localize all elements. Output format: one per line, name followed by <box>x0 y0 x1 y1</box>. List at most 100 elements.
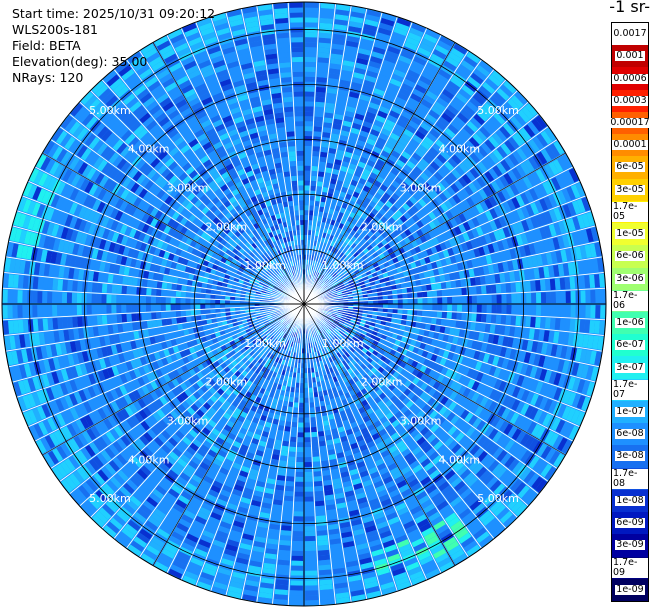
range-gate <box>394 250 401 257</box>
range-gate <box>333 242 339 249</box>
range-gate <box>292 535 304 542</box>
range-gate <box>304 234 308 240</box>
range-gate <box>567 218 576 232</box>
range-gate <box>334 19 348 26</box>
range-gate <box>506 237 514 249</box>
range-gate <box>401 265 408 272</box>
range-gate <box>373 304 379 308</box>
range-gate <box>498 228 506 240</box>
range-gate <box>465 170 476 182</box>
range-gate <box>436 153 447 164</box>
range-gate <box>538 267 545 279</box>
range-gate <box>345 172 354 180</box>
range-gate <box>318 554 330 561</box>
range-gate <box>348 184 356 191</box>
range-gate <box>467 219 476 229</box>
range-gate <box>336 244 342 250</box>
range-gate <box>474 191 484 202</box>
range-gate <box>538 329 545 341</box>
range-gate <box>418 198 427 208</box>
range-gate <box>288 396 294 403</box>
range-gate <box>334 276 340 281</box>
range-gate <box>312 446 319 453</box>
range-gate <box>315 91 326 98</box>
range-gate <box>417 126 429 136</box>
range-gate <box>410 205 419 214</box>
range-gate <box>384 92 396 101</box>
range-gate <box>491 304 497 314</box>
range-gate <box>291 426 298 433</box>
range-gate <box>366 289 373 294</box>
range-gate <box>539 198 549 211</box>
range-gate <box>523 269 530 280</box>
range-gate <box>305 37 317 43</box>
range-gate <box>409 196 418 205</box>
range-gate <box>333 189 341 196</box>
range-gate <box>447 264 454 273</box>
range-gate <box>322 270 328 276</box>
range-gate <box>328 188 335 195</box>
range-gate <box>454 180 464 191</box>
range-gate <box>342 120 352 128</box>
range-gate <box>309 407 315 413</box>
range-gate <box>461 296 468 304</box>
range-gate <box>560 291 566 303</box>
range-gate <box>499 273 506 283</box>
range-gate <box>326 92 337 99</box>
range-gate <box>545 252 553 265</box>
range-gate <box>357 257 364 264</box>
range-gate <box>280 530 292 536</box>
range-gate <box>328 245 333 252</box>
range-gate <box>496 294 502 304</box>
range-gate <box>304 140 312 147</box>
range-gate <box>328 208 335 215</box>
range-gate <box>305 17 318 23</box>
range-gate <box>317 426 324 432</box>
range-gate <box>530 216 539 229</box>
range-gate <box>368 212 376 220</box>
range-gate <box>399 215 408 223</box>
range-gate <box>475 203 485 214</box>
range-gate <box>387 295 393 300</box>
range-gate <box>368 133 378 142</box>
range-gate <box>437 333 445 341</box>
range-gate <box>442 89 455 100</box>
range-gate <box>320 146 329 153</box>
range-gate <box>435 120 447 131</box>
range-gate <box>360 260 367 267</box>
range-gate <box>368 264 375 271</box>
range-gate <box>401 83 414 93</box>
range-gate <box>346 188 354 196</box>
range-gate <box>357 294 363 299</box>
range-gate <box>450 100 462 112</box>
range-gate <box>543 330 550 342</box>
range-gate <box>325 279 330 285</box>
range-gate <box>442 249 450 258</box>
range-gate <box>378 171 387 180</box>
range-gate <box>318 267 322 274</box>
range-gate <box>338 196 345 203</box>
range-gate <box>406 287 413 293</box>
range-gate <box>314 401 320 408</box>
range-gate <box>311 160 319 167</box>
range-gate <box>499 175 509 188</box>
range-gate <box>529 230 538 242</box>
range-gate <box>584 319 591 333</box>
range-gate <box>340 288 347 292</box>
range-gate <box>429 128 441 139</box>
range-gate <box>437 40 452 51</box>
range-gate <box>343 281 350 286</box>
range-gate <box>447 80 460 92</box>
range-gate <box>500 159 511 172</box>
range-gate <box>442 304 448 311</box>
range-gate <box>360 173 369 181</box>
range-gate <box>419 75 432 86</box>
range-gate <box>426 317 432 324</box>
range-gate <box>312 151 320 157</box>
range-gate <box>413 273 420 280</box>
range-gate <box>414 84 427 94</box>
range-gate <box>304 363 308 369</box>
range-gate <box>589 350 597 365</box>
range-gate <box>318 286 323 291</box>
range-gate <box>458 329 465 338</box>
